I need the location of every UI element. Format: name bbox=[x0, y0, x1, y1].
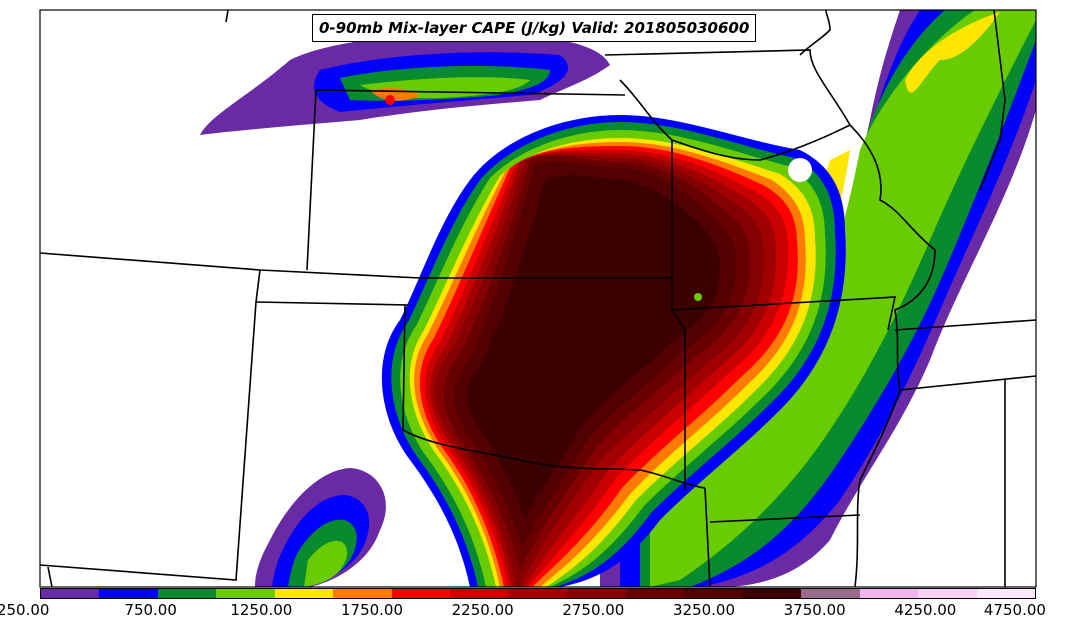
colorbar-segment bbox=[391, 589, 451, 598]
colorbar-tick-label: 1250.00 bbox=[230, 601, 293, 619]
colorbar-segment bbox=[625, 589, 685, 598]
colorbar-segment bbox=[918, 589, 977, 598]
colorbar-tick-label: 4250.00 bbox=[894, 601, 957, 619]
map-title: 0-90mb Mix-layer CAPE (J/kg) Valid: 2018… bbox=[312, 14, 757, 42]
colorbar-tick-label: 3250.00 bbox=[672, 601, 736, 619]
colorbar-tick-label: 2750.00 bbox=[562, 601, 625, 619]
colorbar-segment bbox=[333, 589, 392, 598]
cape-contours-north bbox=[200, 33, 610, 135]
cape-contours-southwest bbox=[255, 468, 386, 587]
colorbar-segment bbox=[274, 589, 334, 598]
colorbar-tick-label: 250.00 bbox=[0, 601, 50, 619]
colorbar-segment bbox=[801, 589, 860, 598]
colorbar-segment bbox=[742, 589, 802, 598]
colorbar-tick-label: 3750.00 bbox=[783, 601, 846, 619]
colorbar-segment bbox=[567, 589, 626, 598]
colorbar-segment bbox=[450, 589, 509, 598]
colorbar-tick-label: 4750.00 bbox=[983, 601, 1046, 619]
colorbar-segment bbox=[684, 589, 743, 598]
colorbar-segment bbox=[41, 589, 100, 598]
colorbar-segment bbox=[976, 589, 1035, 598]
colorbar-tick-label: 2250.00 bbox=[451, 601, 514, 619]
colorbar-segment bbox=[157, 589, 217, 598]
state-boundaries bbox=[39, 9, 1037, 588]
colorbar-segment bbox=[508, 589, 568, 598]
colorbar bbox=[40, 588, 1036, 599]
colorbar-tick-label: 1750.00 bbox=[340, 601, 404, 619]
cape-contours-core bbox=[381, 115, 846, 587]
map-frame bbox=[39, 9, 1037, 588]
colorbar-tick-label: 750.00 bbox=[124, 601, 177, 619]
colorbar-segment bbox=[99, 589, 158, 598]
colorbar-segment bbox=[859, 589, 919, 598]
colorbar-segment bbox=[216, 589, 275, 598]
